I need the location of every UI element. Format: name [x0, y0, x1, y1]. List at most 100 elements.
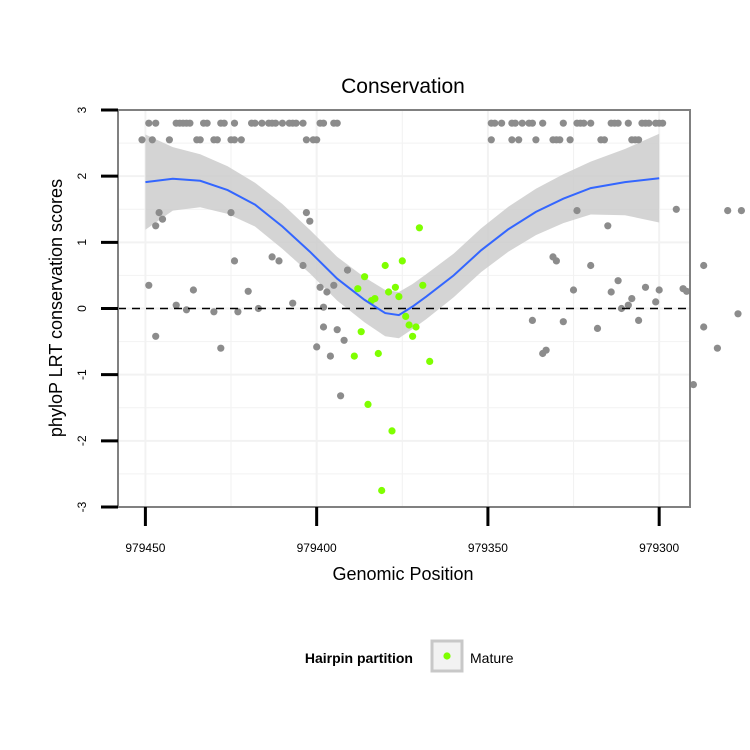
point-other	[258, 119, 266, 127]
point-mature	[402, 312, 410, 320]
y-tick-label: 1	[75, 239, 89, 246]
point-mature	[398, 257, 406, 265]
point-other	[165, 136, 173, 144]
x-tick-label: 979400	[297, 541, 337, 555]
point-other	[330, 281, 338, 289]
point-other	[587, 119, 595, 127]
point-other	[158, 215, 167, 223]
point-mature	[419, 281, 427, 289]
point-mature	[381, 261, 389, 270]
point-mature	[361, 273, 369, 281]
point-other	[145, 119, 153, 127]
point-mature	[374, 349, 382, 358]
point-other	[635, 316, 643, 324]
point-other	[299, 261, 307, 270]
point-other	[511, 119, 519, 127]
point-other	[306, 217, 314, 225]
point-other	[152, 119, 160, 127]
point-other	[498, 119, 506, 127]
x-axis: 979450 979400 979350 979300	[125, 507, 680, 555]
point-mature	[371, 295, 379, 303]
point-mature	[391, 283, 399, 291]
point-other	[138, 136, 146, 144]
point-other	[515, 136, 523, 144]
chart-title: Conservation	[341, 75, 465, 98]
point-mature	[412, 323, 420, 331]
y-tick-label: 3	[75, 106, 89, 113]
point-other	[700, 261, 708, 270]
point-other	[683, 287, 691, 295]
point-other	[652, 298, 660, 306]
point-other	[672, 205, 680, 213]
point-other	[337, 392, 345, 400]
point-other	[234, 308, 242, 316]
point-other	[724, 207, 732, 215]
point-other	[251, 119, 259, 127]
x-axis-title: Genomic Position	[332, 564, 473, 584]
point-other	[737, 207, 746, 215]
point-other	[604, 222, 612, 230]
point-other	[244, 287, 252, 295]
point-other	[326, 352, 334, 360]
point-other	[302, 209, 310, 217]
point-other	[316, 283, 324, 291]
y-axis: -3 -2 -1 0 1 2 3	[75, 106, 118, 512]
point-other	[655, 286, 663, 294]
point-other	[213, 136, 221, 144]
point-other	[319, 303, 328, 311]
point-other	[617, 304, 626, 313]
point-other	[645, 119, 653, 127]
point-other	[230, 136, 239, 144]
y-tick-label: -2	[75, 435, 89, 446]
point-other	[333, 326, 341, 334]
x-tick-label: 979350	[468, 541, 508, 555]
point-other	[508, 136, 516, 144]
point-other	[220, 119, 228, 127]
point-other	[689, 381, 698, 389]
point-other	[628, 295, 636, 303]
point-other	[186, 119, 194, 127]
legend: Hairpin partition Mature	[305, 639, 514, 673]
point-other	[299, 119, 307, 127]
point-mature	[415, 224, 423, 232]
point-other	[289, 299, 297, 307]
point-other	[268, 253, 276, 261]
point-other	[319, 119, 328, 127]
y-axis-title: phyloP LRT conservation scores	[46, 179, 66, 437]
point-other	[275, 257, 283, 265]
point-other	[210, 308, 218, 316]
point-other	[189, 286, 197, 294]
point-other	[182, 306, 191, 314]
point-other	[230, 119, 239, 127]
smooth-line	[145, 177, 660, 317]
smooth-curve	[145, 177, 660, 317]
point-other	[230, 257, 239, 265]
point-mature	[357, 328, 365, 336]
point-other	[573, 207, 581, 215]
point-other	[607, 288, 615, 296]
point-other	[734, 310, 742, 318]
point-other	[217, 344, 225, 352]
point-other	[552, 257, 561, 265]
point-other	[340, 336, 348, 344]
point-other	[292, 119, 300, 127]
point-other	[333, 119, 341, 127]
point-other	[614, 277, 622, 285]
point-mature	[405, 321, 413, 329]
point-other	[518, 119, 526, 127]
legend-swatch-mature	[443, 652, 451, 660]
legend-label-mature: Mature	[470, 650, 514, 666]
point-mature	[395, 293, 403, 301]
point-other	[593, 324, 602, 332]
point-other	[323, 288, 331, 296]
point-other	[532, 136, 540, 144]
point-other	[539, 119, 547, 127]
point-other	[641, 283, 650, 291]
point-mature	[426, 357, 434, 365]
y-tick-label: 0	[75, 305, 89, 312]
point-other	[491, 119, 499, 127]
point-mature	[378, 486, 386, 495]
point-other	[272, 119, 280, 127]
point-other	[237, 136, 245, 144]
